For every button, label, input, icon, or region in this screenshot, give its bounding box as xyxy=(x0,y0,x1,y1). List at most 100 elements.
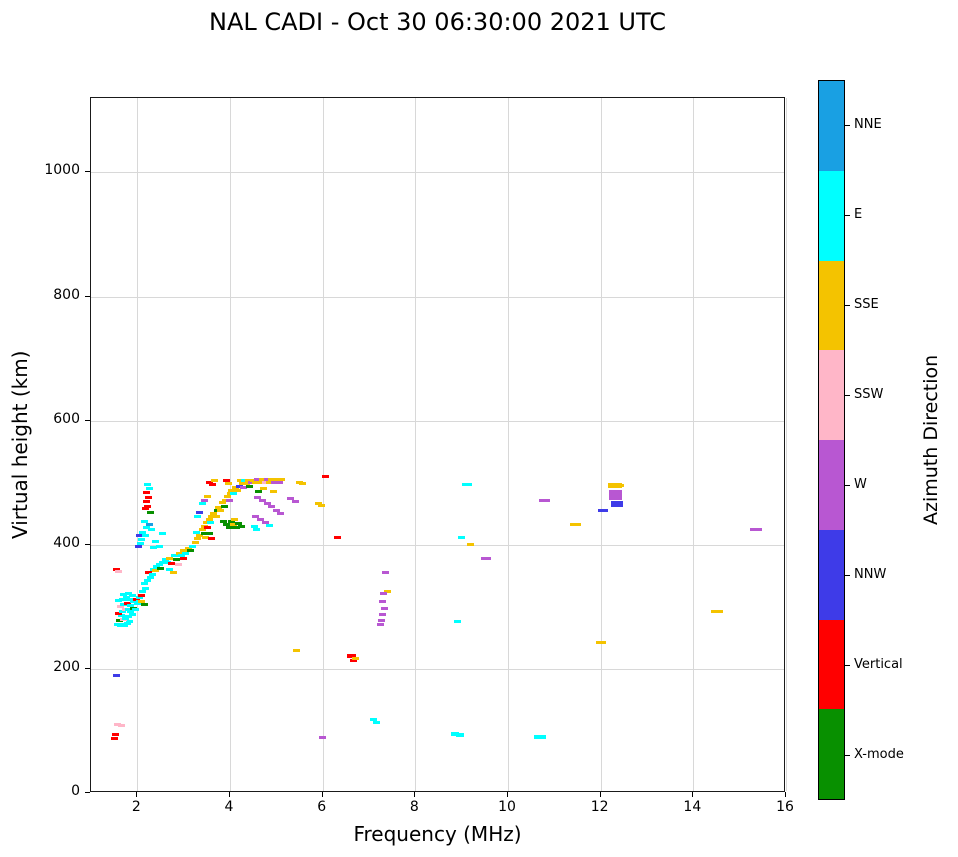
echo-point-SSE xyxy=(278,478,286,482)
x-tick-mark xyxy=(136,792,138,797)
echo-point-E xyxy=(458,535,466,539)
echo-point-SSE xyxy=(219,501,227,505)
echo-point-SSE xyxy=(351,656,359,660)
gridline-horizontal xyxy=(91,544,784,546)
echo-point-E xyxy=(126,597,134,601)
x-tick-label: 16 xyxy=(776,799,794,815)
x-tick-label: 10 xyxy=(498,799,516,815)
echo-point-SSE xyxy=(226,492,234,496)
x-tick-mark xyxy=(507,792,508,797)
echo-point-E xyxy=(156,563,164,567)
echo-point-W xyxy=(609,489,623,500)
colorbar-segment-SSW xyxy=(819,350,844,440)
echo-point-SSE xyxy=(206,518,214,522)
echo-point-SSW xyxy=(114,723,122,727)
echo-point-SSE xyxy=(266,480,274,484)
x-tick-label: 2 xyxy=(131,799,141,815)
gridline-horizontal xyxy=(91,420,784,422)
x-tick-label: 12 xyxy=(590,799,609,815)
echo-point-SSE xyxy=(169,570,177,574)
echo-point-W xyxy=(379,600,387,604)
echo-point-E xyxy=(370,718,378,722)
echo-point-Vertical xyxy=(115,611,123,615)
echo-point-X-mode xyxy=(146,511,154,515)
echo-point-SSE xyxy=(228,488,236,492)
echo-point-Vertical xyxy=(111,732,119,736)
echo-point-W xyxy=(381,571,389,575)
colorbar-tick-label: X-mode xyxy=(854,747,904,762)
echo-point-NNW xyxy=(136,533,144,537)
echo-point-W xyxy=(247,481,255,485)
colorbar-tick-mark xyxy=(845,215,850,216)
echo-point-E xyxy=(125,620,133,624)
echo-point-SSE xyxy=(298,482,306,486)
echo-point-E xyxy=(121,623,129,627)
echo-point-E xyxy=(159,532,167,536)
x-tick-mark xyxy=(785,792,786,797)
echo-point-E xyxy=(140,519,148,523)
echo-point-E xyxy=(136,542,144,546)
echo-point-SSE xyxy=(245,478,253,482)
x-tick-mark xyxy=(599,792,601,797)
echo-point-W xyxy=(272,508,280,512)
echo-point-W xyxy=(254,496,262,500)
echo-point-SSE xyxy=(223,494,231,498)
y-tick-mark xyxy=(85,543,90,545)
echo-point-SSE xyxy=(616,484,624,488)
echo-point-E xyxy=(136,596,144,600)
echo-point-SSE xyxy=(569,523,581,527)
gridline-horizontal xyxy=(91,668,784,670)
echo-point-W xyxy=(378,618,385,622)
echo-point-E xyxy=(372,721,380,725)
echo-point-Vertical xyxy=(123,602,131,606)
echo-point-W xyxy=(286,497,294,501)
echo-point-E xyxy=(144,579,152,583)
echo-point-SSE xyxy=(314,501,322,505)
echo-point-E xyxy=(250,524,258,528)
echo-point-X-mode xyxy=(116,618,124,622)
colorbar-segment-W xyxy=(819,440,844,530)
y-tick-label: 200 xyxy=(53,658,80,675)
colorbar-segment-X-mode xyxy=(819,709,844,799)
echo-point-SSE xyxy=(233,488,241,492)
colorbar-tick-label: NNW xyxy=(854,567,887,582)
echo-point-SSW xyxy=(118,724,126,728)
echo-point-E xyxy=(127,610,135,614)
colorbar-label: Azimuth Direction xyxy=(920,354,942,526)
echo-point-E xyxy=(133,602,141,606)
echo-point-SSE xyxy=(184,547,192,550)
colorbar-segment-NNW xyxy=(819,529,844,620)
echo-point-W xyxy=(263,477,271,481)
echo-point-E xyxy=(139,589,147,593)
echo-point-Vertical xyxy=(138,594,146,598)
echo-point-E xyxy=(159,560,167,564)
y-tick-label: 0 xyxy=(71,783,80,799)
echo-point-E xyxy=(152,540,160,544)
echo-point-E xyxy=(122,616,130,620)
echo-point-E xyxy=(462,483,473,487)
echo-point-SSE xyxy=(194,537,202,541)
echo-point-NNW xyxy=(134,544,142,548)
echo-point-X-mode xyxy=(206,532,214,536)
echo-point-W xyxy=(318,736,326,740)
echo-point-X-mode xyxy=(255,489,263,493)
echo-point-W xyxy=(257,517,265,521)
colorbar-segment-SSE xyxy=(819,260,844,351)
y-tick-label: 600 xyxy=(53,410,80,427)
echo-point-W xyxy=(254,478,262,482)
y-tick-mark xyxy=(85,171,90,173)
echo-point-Vertical xyxy=(143,499,151,503)
echo-point-E xyxy=(132,608,140,612)
echo-point-X-mode xyxy=(172,557,180,561)
echo-point-E xyxy=(130,600,138,604)
y-tick-label: 1000 xyxy=(44,162,80,179)
echo-point-E xyxy=(115,599,123,603)
echo-point-W xyxy=(270,480,278,484)
colorbar-segment-E xyxy=(819,170,844,261)
echo-point-X-mode xyxy=(187,549,195,553)
echo-point-E xyxy=(198,502,206,506)
colorbar-tick-mark xyxy=(845,575,850,576)
echo-point-SSE xyxy=(257,480,265,484)
echo-point-E xyxy=(119,592,127,596)
